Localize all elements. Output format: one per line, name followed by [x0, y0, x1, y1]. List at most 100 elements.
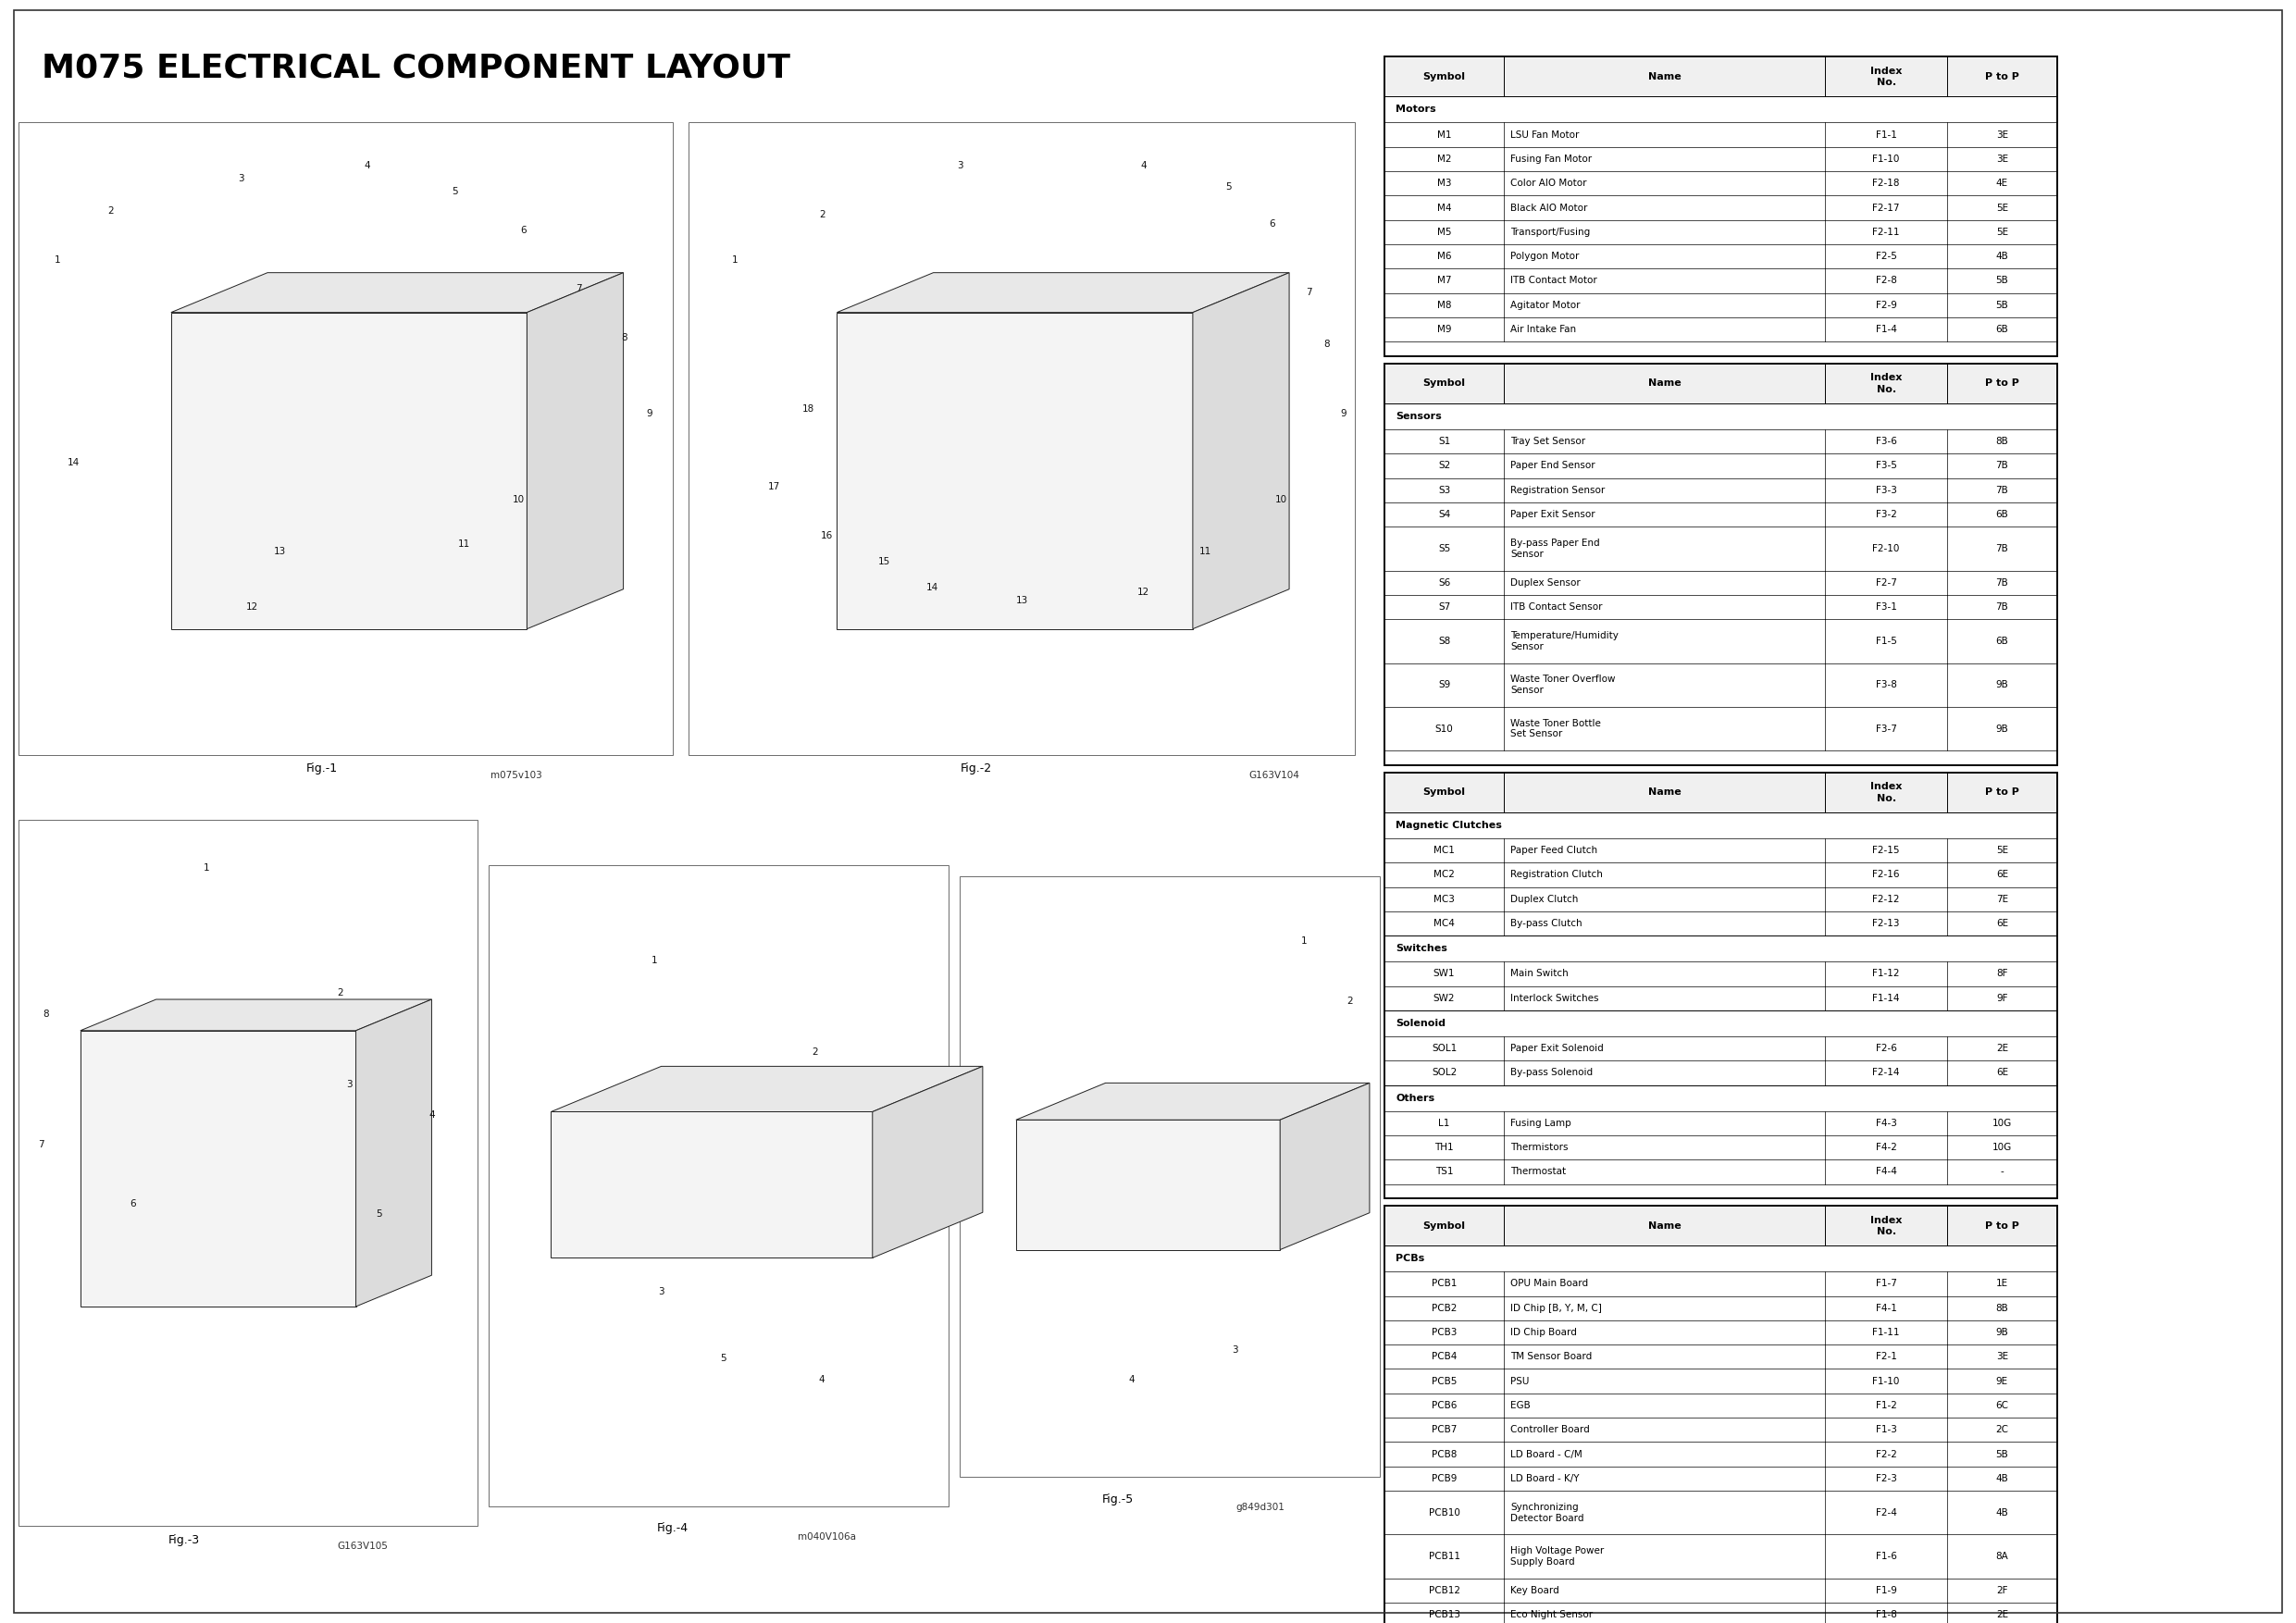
Text: Magnetic Clutches: Magnetic Clutches	[1396, 821, 1502, 829]
Bar	[1384, 962, 2057, 987]
Bar	[1384, 888, 2057, 912]
Text: Registration Clutch: Registration Clutch	[1511, 870, 1603, 880]
Text: PCB1: PCB1	[1430, 1279, 1458, 1289]
Bar	[1384, 596, 2057, 620]
Text: 1: 1	[1302, 936, 1306, 946]
Text: SW1: SW1	[1433, 969, 1456, 979]
Text: Name: Name	[1649, 787, 1681, 797]
Text: F2-17: F2-17	[1874, 203, 1899, 213]
Text: 6C: 6C	[1995, 1401, 2009, 1410]
Bar	[1384, 1160, 2057, 1185]
Text: 11: 11	[1199, 547, 1212, 557]
Text: 9: 9	[647, 409, 652, 419]
Text: F2-11: F2-11	[1874, 227, 1899, 237]
Text: 6E: 6E	[1995, 919, 2009, 928]
Text: F1-1: F1-1	[1876, 130, 1896, 140]
Text: Tray Set Sensor: Tray Set Sensor	[1511, 437, 1587, 446]
Text: F3-3: F3-3	[1876, 485, 1896, 495]
Text: 7B: 7B	[1995, 578, 2009, 588]
Text: Index
No.: Index No.	[1871, 67, 1901, 88]
Text: 1E: 1E	[1995, 1279, 2009, 1289]
Text: F1-5: F1-5	[1876, 636, 1896, 646]
Text: 4B: 4B	[1995, 1508, 2009, 1518]
Bar	[1384, 1112, 2057, 1136]
Text: m075v103: m075v103	[491, 771, 542, 781]
Text: 2: 2	[820, 209, 824, 219]
Bar	[1384, 863, 2057, 888]
Text: Symbol: Symbol	[1424, 787, 1465, 797]
Text: S4: S4	[1437, 510, 1451, 519]
Text: Black AIO Motor: Black AIO Motor	[1511, 203, 1589, 213]
Bar	[1384, 245, 2057, 269]
Text: 4E: 4E	[1995, 179, 2009, 188]
Text: 11: 11	[457, 539, 471, 549]
Polygon shape	[551, 1066, 983, 1112]
Text: F4-3: F4-3	[1876, 1118, 1896, 1128]
Text: Main Switch: Main Switch	[1511, 969, 1568, 979]
Text: MC3: MC3	[1433, 894, 1456, 904]
Text: Thermistors: Thermistors	[1511, 1143, 1568, 1152]
Polygon shape	[1015, 1083, 1368, 1120]
Text: 15: 15	[877, 557, 891, 566]
Bar	[1384, 773, 2057, 813]
Bar	[1384, 318, 2057, 342]
Text: PCB7: PCB7	[1430, 1425, 1458, 1435]
Text: Name: Name	[1649, 378, 1681, 388]
Polygon shape	[1015, 1120, 1281, 1250]
Text: PCB2: PCB2	[1430, 1303, 1458, 1313]
Text: S9: S9	[1437, 680, 1451, 690]
Bar	[1384, 1297, 2057, 1321]
Text: F3-1: F3-1	[1876, 602, 1896, 612]
Text: Transport/Fusing: Transport/Fusing	[1511, 227, 1591, 237]
Polygon shape	[836, 312, 1194, 630]
Text: 4: 4	[1130, 1375, 1134, 1384]
Text: TS1: TS1	[1435, 1167, 1453, 1177]
Text: 9B: 9B	[1995, 680, 2009, 690]
Text: 8F: 8F	[1995, 969, 2009, 979]
Text: Agitator Motor: Agitator Motor	[1511, 300, 1580, 310]
Text: ID Chip Board: ID Chip Board	[1511, 1328, 1577, 1337]
Text: 8: 8	[622, 333, 627, 342]
Bar	[1384, 1246, 2057, 1272]
Bar	[1384, 708, 2057, 751]
Bar	[1384, 148, 2057, 172]
Text: 8B: 8B	[1995, 437, 2009, 446]
Text: Sensors: Sensors	[1396, 412, 1442, 420]
Text: ITB Contact Motor: ITB Contact Motor	[1511, 276, 1598, 286]
Text: F3-8: F3-8	[1876, 680, 1896, 690]
Text: M3: M3	[1437, 179, 1451, 188]
Text: 3: 3	[1233, 1345, 1238, 1355]
Text: F2-9: F2-9	[1876, 300, 1896, 310]
Text: Index
No.: Index No.	[1871, 782, 1901, 803]
Polygon shape	[836, 273, 1290, 312]
Text: F2-13: F2-13	[1874, 919, 1899, 928]
Text: Color AIO Motor: Color AIO Motor	[1511, 179, 1587, 188]
Text: S2: S2	[1437, 461, 1451, 471]
Text: 1: 1	[204, 863, 209, 873]
Polygon shape	[356, 1000, 432, 1307]
Bar	[1384, 123, 2057, 148]
Text: F1-4: F1-4	[1876, 325, 1896, 334]
Bar	[960, 876, 1380, 1477]
Text: 4: 4	[820, 1375, 824, 1384]
Text: 9F: 9F	[1995, 993, 2009, 1003]
Text: PCB9: PCB9	[1430, 1474, 1458, 1483]
Bar	[1384, 839, 2057, 863]
Bar	[1384, 1492, 2057, 1535]
Text: PCBs: PCBs	[1396, 1255, 1426, 1263]
Text: F1-2: F1-2	[1876, 1401, 1896, 1410]
Text: 10G: 10G	[1993, 1143, 2011, 1152]
Text: PCB12: PCB12	[1428, 1586, 1460, 1595]
Text: 2F: 2F	[1995, 1586, 2009, 1595]
Text: F1-9: F1-9	[1876, 1586, 1896, 1595]
Text: G163V104: G163V104	[1249, 771, 1300, 781]
Text: M4: M4	[1437, 203, 1451, 213]
Text: Others: Others	[1396, 1094, 1435, 1102]
Text: 3: 3	[347, 1079, 351, 1089]
Text: 5B: 5B	[1995, 300, 2009, 310]
Text: Duplex Clutch: Duplex Clutch	[1511, 894, 1580, 904]
Text: Symbol: Symbol	[1424, 1220, 1465, 1230]
Polygon shape	[80, 1031, 356, 1307]
Text: F2-5: F2-5	[1876, 252, 1896, 261]
Text: 6E: 6E	[1995, 1068, 2009, 1078]
